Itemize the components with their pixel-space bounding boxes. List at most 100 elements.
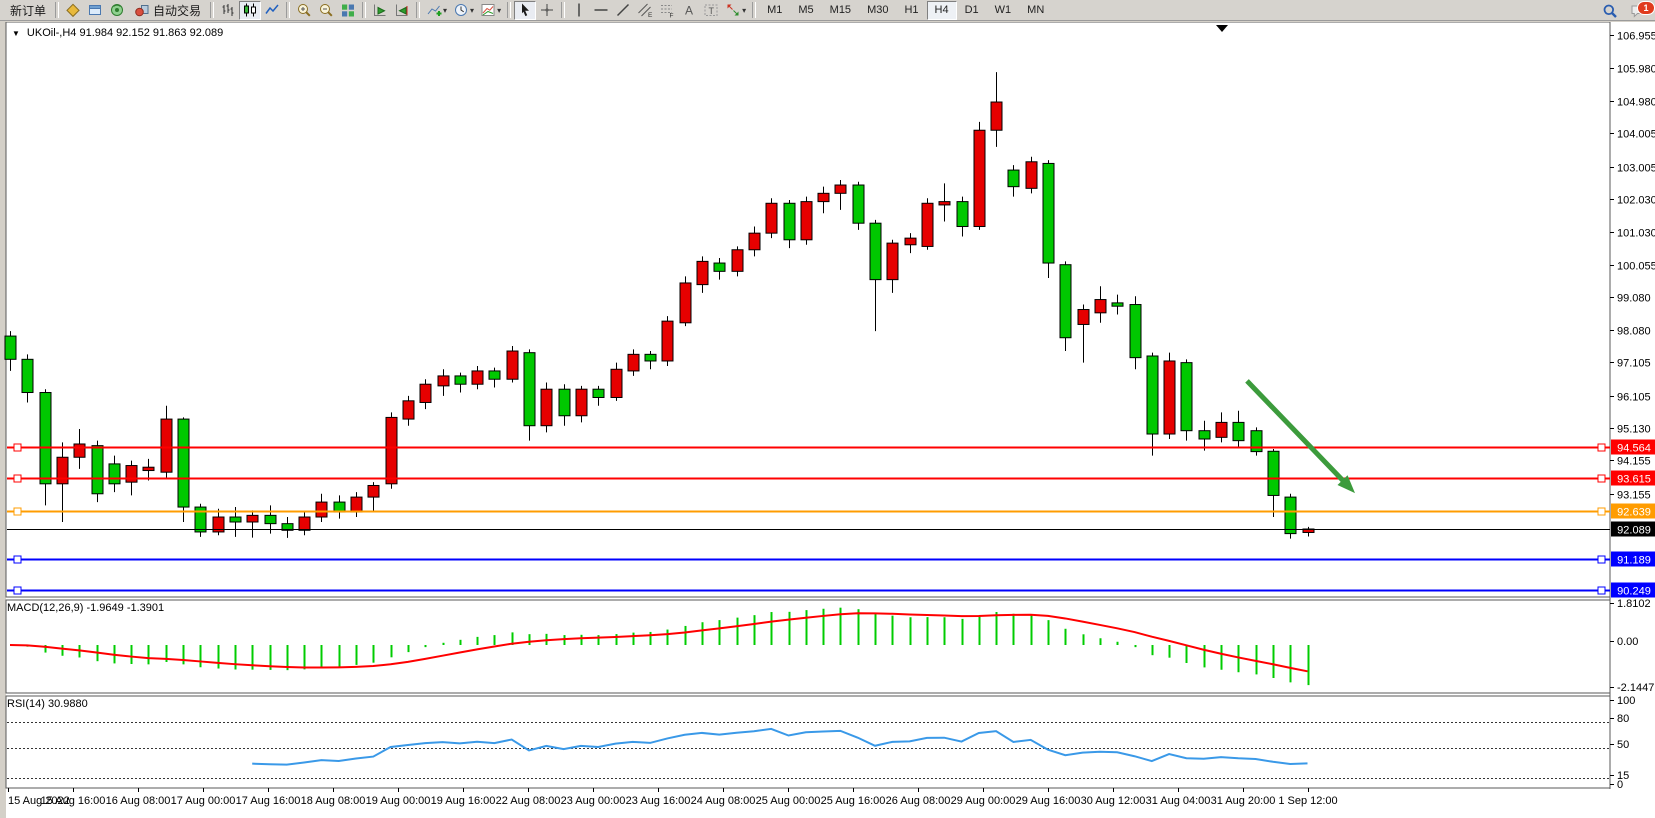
timeframe-d1-button[interactable]: D1 — [964, 4, 979, 16]
template — [481, 4, 495, 16]
timeframe-m5-button[interactable]: M5 — [798, 4, 814, 16]
candlestick-chart-icon[interactable] — [239, 0, 262, 20]
text-icon[interactable]: A — [678, 1, 700, 20]
candle-body — [558, 388, 571, 417]
toolbar: 新订单 自动交易 ▾ ▾ ▾ E F A T ▾ M1 M5 M15 M30 H1 H4 D1 W1 MN 1 — [0, 0, 1655, 21]
indicators-add-icon[interactable]: ▾ — [423, 1, 450, 20]
line-handle[interactable] — [1597, 507, 1606, 516]
line-chart-icon[interactable] — [261, 1, 283, 20]
dropdown-arrow-icon[interactable]: ▾ — [470, 5, 475, 15]
price-level-label-text: 93.615 — [1617, 474, 1651, 486]
textT: T — [704, 4, 718, 16]
date-tick-label: 15 Aug 16:00 — [41, 795, 106, 807]
timeframe-h4-button[interactable]: H4 — [926, 0, 957, 20]
candle-body — [973, 129, 986, 228]
candle-body — [765, 202, 778, 234]
new-chart-icon[interactable] — [62, 1, 84, 20]
candle-body — [1180, 362, 1193, 432]
rsi-scale-label: 15 — [1617, 770, 1629, 782]
line-handle[interactable] — [13, 474, 22, 483]
line-handle[interactable] — [1597, 586, 1606, 595]
candle-body — [21, 358, 34, 394]
market-signals-icon[interactable] — [106, 1, 128, 20]
new-order-button[interactable]: 新订单 — [4, 1, 52, 20]
fibonacci-icon[interactable]: F — [656, 1, 678, 20]
candle-body — [212, 516, 225, 533]
candle-body — [592, 388, 605, 398]
chat-icon[interactable]: 1 — [1627, 1, 1655, 20]
dropdown-arrow-icon[interactable]: ▾ — [497, 5, 502, 15]
vertical-line-icon[interactable] — [568, 1, 590, 20]
horizontal-line-icon[interactable] — [590, 1, 612, 20]
macd-scale-label: -2.1447 — [1617, 682, 1654, 694]
chart-shift-marker-icon[interactable] — [1216, 25, 1228, 32]
periods-icon[interactable]: ▾ — [450, 1, 477, 20]
date-tick-label: 15 Aug 2022 — [8, 795, 70, 807]
line-handle[interactable] — [1597, 555, 1606, 564]
candle-body — [1232, 421, 1245, 442]
auto-scroll-icon[interactable] — [369, 1, 391, 20]
price-level-label — [1611, 551, 1655, 567]
candle-body — [194, 506, 207, 533]
date-tick-label: 18 Aug 08:00 — [301, 795, 366, 807]
text-label-icon[interactable]: T — [700, 1, 722, 20]
cursor-icon[interactable] — [514, 0, 537, 20]
svg-text:F: F — [670, 13, 674, 19]
price-tick-label: 100.055 — [1617, 261, 1655, 273]
equidistant-channel-icon[interactable]: E — [634, 1, 656, 20]
gold-chart — [66, 3, 80, 18]
auto-trading-button[interactable]: 自动交易 — [128, 1, 207, 20]
date-tick-label: 19 Aug 16:00 — [431, 795, 496, 807]
dropdown-arrow-icon[interactable]: ▾ — [443, 5, 448, 15]
trendline-icon[interactable] — [612, 1, 634, 20]
price-tick-label: 98.080 — [1617, 326, 1651, 338]
bar-chart-icon[interactable] — [217, 1, 239, 20]
timeframe-h1-button[interactable]: H1 — [904, 4, 919, 16]
line-handle[interactable] — [13, 507, 22, 516]
dropdown-arrow-icon[interactable]: ▾ — [742, 5, 747, 15]
date-tick-label: 17 Aug 00:00 — [171, 795, 236, 807]
zoom-in-icon[interactable] — [293, 1, 315, 20]
chart-collapse-icon[interactable]: ▼ — [12, 28, 20, 38]
price-tick-label: 94.155 — [1617, 456, 1651, 468]
date-tick-label: 30 Aug 12:00 — [1081, 795, 1146, 807]
line-handle[interactable] — [13, 555, 22, 564]
profiles — [89, 5, 102, 15]
crosshair-icon[interactable] — [536, 1, 558, 20]
toolbar-separator — [55, 2, 60, 18]
candle-body — [1146, 355, 1159, 435]
candle-body — [1163, 360, 1176, 435]
chart-shift-icon[interactable] — [391, 1, 413, 20]
trend-arrow-head[interactable] — [1337, 475, 1355, 494]
line-handle[interactable] — [1597, 474, 1606, 483]
trend — [617, 3, 630, 17]
zoom-out-icon[interactable] — [315, 1, 337, 20]
chart-title: ▼ UKOil-,H4 91.984 92.152 91.863 92.089 — [12, 27, 223, 39]
search-icon[interactable] — [1599, 1, 1621, 20]
candle-body — [177, 418, 190, 508]
candle-body — [1250, 430, 1263, 453]
candle-body — [679, 282, 692, 324]
line-handle[interactable] — [1597, 443, 1606, 452]
candle-body — [350, 496, 363, 513]
toolbar-separator — [210, 2, 215, 18]
profiles-icon[interactable] — [84, 1, 106, 20]
templates-icon[interactable]: ▾ — [477, 1, 504, 20]
candle-body — [938, 201, 951, 206]
price-tick-label: 104.005 — [1617, 129, 1655, 141]
timeframe-m1-button[interactable]: M1 — [767, 4, 783, 16]
price-level-label — [1611, 582, 1655, 598]
arrows-icon[interactable]: ▾ — [722, 1, 749, 20]
candle-body — [298, 516, 311, 531]
candle-body — [264, 514, 277, 525]
line-handle[interactable] — [13, 586, 22, 595]
candle-body — [1059, 264, 1072, 339]
timeframe-mn-button[interactable]: MN — [1027, 4, 1045, 16]
timeframe-m15-button[interactable]: M15 — [829, 4, 852, 16]
timeframe-m30-button[interactable]: M30 — [867, 4, 889, 16]
timeframe-w1-button[interactable]: W1 — [994, 4, 1012, 16]
line-handle[interactable] — [13, 443, 22, 452]
trend-arrow-line[interactable] — [1245, 379, 1348, 485]
candle-body — [956, 201, 969, 228]
tile-windows-icon[interactable] — [337, 1, 359, 20]
